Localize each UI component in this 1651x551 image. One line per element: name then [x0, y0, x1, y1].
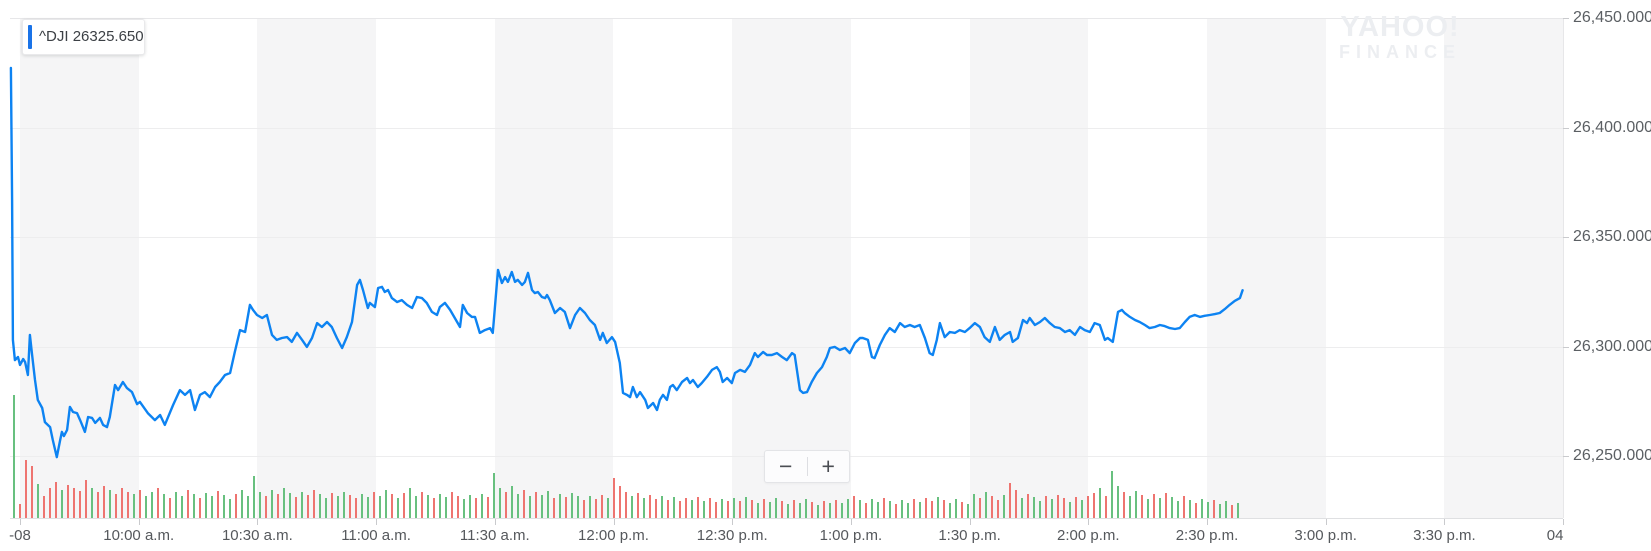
y-axis-tick — [1563, 127, 1569, 129]
x-axis-label: -08 — [9, 527, 31, 544]
x-axis-line — [10, 518, 1563, 519]
x-axis-label: 2:00 p.m. — [1057, 527, 1120, 544]
shaded-band — [20, 18, 139, 518]
x-axis-label: 1:00 p.m. — [819, 527, 883, 544]
legend-color-bar — [28, 25, 32, 49]
x-axis-tick — [613, 519, 615, 525]
x-axis-label: 3:00 p.m. — [1294, 527, 1357, 544]
legend-chip: ^DJI 26325.650 — [22, 19, 145, 55]
x-axis-label: 11:00 a.m. — [341, 527, 411, 544]
x-axis-label: 10:30 a.m. — [221, 527, 293, 544]
yahoo-logo-text: YAHOO! — [1340, 11, 1460, 43]
x-axis-tick — [138, 519, 140, 525]
y-axis-tick — [1563, 456, 1569, 457]
gridline — [10, 346, 1563, 348]
x-axis-tick — [376, 519, 378, 525]
x-axis-label: 3:30 p.m. — [1413, 527, 1476, 544]
x-axis-label: 11:30 a.m. — [459, 527, 530, 544]
x-axis-tick — [969, 519, 971, 525]
y-axis-tick — [1563, 18, 1569, 19]
y-axis-label: 26,450.000 — [1573, 9, 1651, 26]
y-axis-tick — [1563, 346, 1569, 348]
x-axis-tick — [20, 519, 21, 525]
shaded-band — [732, 18, 851, 518]
x-axis-label: 2:30 p.m. — [1175, 527, 1239, 544]
volume-bars — [13, 395, 1239, 518]
x-axis-tick — [1563, 519, 1565, 525]
x-axis-label: 12:30 p.m. — [696, 527, 768, 544]
y-axis-label: 26,400.000 — [1573, 118, 1651, 136]
finance-logo-text: FINANCE — [1339, 42, 1461, 62]
x-axis-label: 12:00 p.m. — [578, 527, 649, 544]
y-axis-label: 26,300.000 — [1573, 337, 1651, 355]
plot-top-border — [10, 18, 1563, 19]
x-axis-label: 1:30 p.m. — [938, 527, 1001, 544]
shaded-band — [969, 18, 1089, 518]
gridline — [10, 127, 1563, 129]
shaded-band — [1207, 18, 1326, 518]
y-axis-line — [1563, 18, 1564, 518]
gridline — [10, 237, 1563, 238]
shaded-band — [257, 18, 377, 518]
zoom-separator — [806, 457, 808, 476]
zoom-in-button[interactable]: + — [808, 451, 850, 482]
x-axis-tick — [257, 519, 259, 525]
zoom-control: − + — [764, 450, 850, 483]
x-axis-tick — [494, 519, 496, 525]
x-axis-tick — [1207, 519, 1208, 525]
x-axis-tick — [850, 519, 852, 525]
y-axis-label: 26,350.000 — [1573, 228, 1651, 245]
price-line — [9, 66, 1244, 459]
yahoo-finance-watermark: YAHOO! FINANCE — [1335, 12, 1465, 62]
zoom-out-button[interactable]: − — [765, 451, 807, 482]
x-axis-label: 10:00 a.m. — [103, 527, 175, 544]
legend-symbol-value: ^DJI 26325.650 — [39, 28, 144, 45]
x-axis-tick — [1444, 519, 1446, 525]
x-axis-label: 04 — [1546, 527, 1564, 544]
x-axis-tick — [732, 519, 734, 525]
shaded-band — [1444, 18, 1564, 518]
x-axis-tick — [1088, 519, 1090, 525]
x-axis-tick — [1325, 519, 1327, 525]
y-axis-tick — [1563, 237, 1569, 238]
y-axis-label: 26,250.000 — [1573, 447, 1651, 464]
shaded-band — [494, 18, 614, 518]
